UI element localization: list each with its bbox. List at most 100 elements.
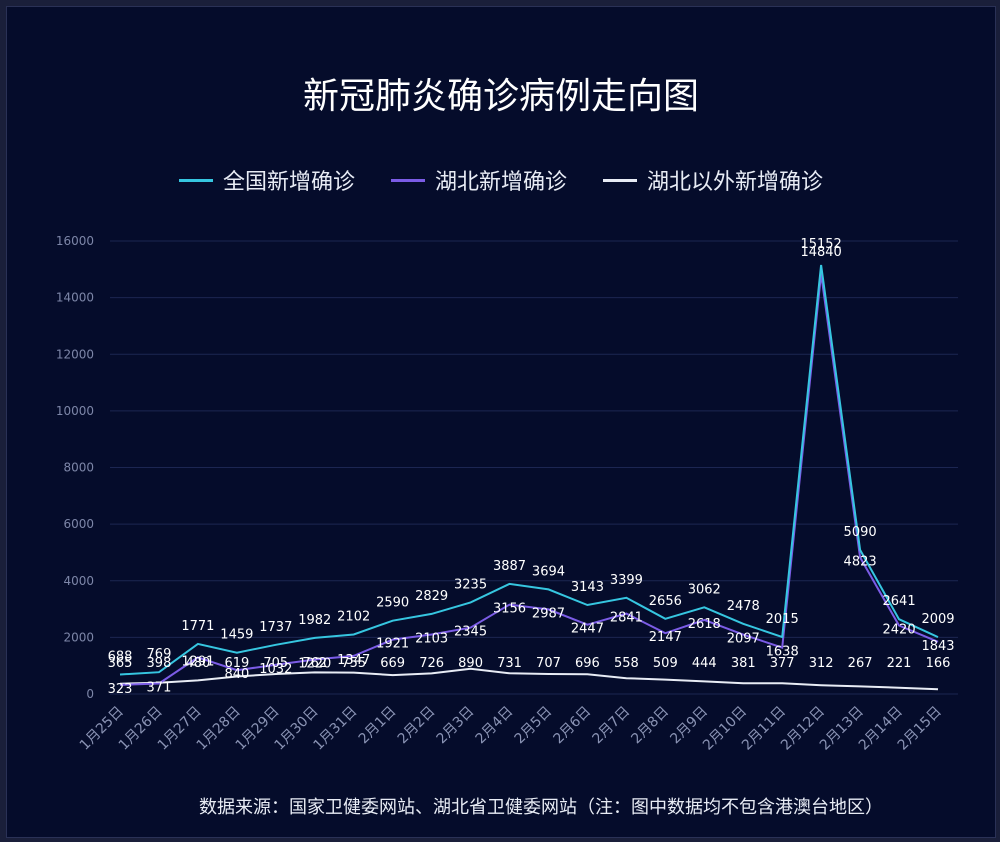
data-label: 3399 [610,573,643,588]
data-label: 1347 [337,653,370,668]
x-tick-label: 2月15日 [895,704,945,754]
data-label: 726 [419,656,444,671]
data-label: 669 [380,656,405,671]
data-label: 558 [614,656,639,671]
x-tick-label: 2月4日 [473,704,517,748]
data-label: 840 [224,667,249,682]
series-line [119,667,939,691]
data-label: 15152 [800,237,841,252]
data-label: 381 [731,656,756,671]
data-label: 2009 [921,612,954,627]
legend-swatch-national [178,178,213,182]
data-label: 444 [692,656,717,671]
data-label: 509 [653,656,678,671]
data-label: 2345 [454,625,487,640]
data-label: 2841 [610,611,643,626]
x-tick-label: 2月2日 [395,704,439,748]
y-tick-label: 12000 [56,347,94,361]
y-tick-label: 4000 [63,574,94,588]
legend-swatch-hubei [390,178,425,182]
data-label: 1291 [181,654,214,669]
data-label: 707 [536,656,561,671]
data-label: 1459 [220,628,253,643]
x-tick-label: 1月31日 [311,704,361,754]
data-label: 267 [848,656,873,671]
data-label: 2147 [649,630,682,645]
x-tick-label: 2月7日 [589,704,633,748]
data-label: 14840 [800,245,841,260]
data-label: 2420 [883,622,916,637]
legend-swatch-outside-hubei [603,178,637,182]
data-label: 377 [770,656,795,671]
data-label: 2656 [649,594,682,609]
data-label: 2478 [727,599,760,614]
y-tick-label: 2000 [63,630,94,644]
y-tick-label: 10000 [56,404,94,418]
data-label: 1982 [298,613,331,628]
data-label: 755 [341,656,366,671]
data-label: 2015 [766,612,799,627]
data-label: 323 [108,682,133,697]
data-label: 3156 [493,602,526,617]
data-label: 705 [263,656,288,671]
y-tick-label: 6000 [63,517,94,531]
data-label: 3143 [571,580,604,595]
data-label: 1921 [376,637,409,652]
data-label: 2590 [376,596,409,611]
data-label: 398 [147,656,172,671]
data-label: 2103 [415,631,448,646]
legend-label-outside-hubei: 湖北以外新增确诊 [647,170,824,195]
data-label: 166 [926,656,951,671]
data-label: 3062 [688,582,721,597]
data-label: 3694 [532,564,565,579]
legend-label-national: 全国新增确诊 [222,170,355,195]
chart-legend: 全国新增确诊 湖北新增确诊 湖北以外新增确诊 [7,164,995,196]
data-label: 2829 [415,589,448,604]
data-label: 619 [224,656,249,671]
data-label: 3235 [454,577,487,592]
data-label: 2987 [532,606,565,621]
x-tick-label: 2月8日 [628,704,672,748]
data-label: 1771 [181,619,214,634]
data-label: 365 [108,656,133,671]
series-line [119,273,939,686]
data-label: 769 [147,647,172,662]
legend-item-national: 全国新增确诊 [178,164,355,196]
data-label: 688 [108,650,133,665]
data-label: 1638 [766,645,799,660]
data-label: 762 [302,656,327,671]
data-label: 4823 [844,554,877,569]
x-tick-label: 2月3日 [434,704,478,748]
data-label: 312 [809,656,834,671]
data-label: 890 [458,656,483,671]
data-label: 221 [887,656,912,671]
data-label: 2641 [883,594,916,609]
x-tick-label: 2月6日 [551,704,595,748]
y-tick-label: 8000 [63,461,94,475]
x-tick-label: 2月5日 [512,704,556,748]
data-label: 371 [147,680,172,695]
data-label: 1032 [259,662,292,677]
data-label: 2618 [688,617,721,632]
data-label: 1843 [921,639,954,654]
source-note: 数据来源：国家卫健委网站、湖北省卫健委网站（注：图中数据均不包含港澳台地区） [199,797,883,818]
data-label: 2097 [727,632,760,647]
legend-label-hubei: 湖北新增确诊 [434,170,567,195]
data-label: 2447 [571,622,604,637]
chart-frame: 新冠肺炎确诊病例走向图 全国新增确诊 湖北新增确诊 湖北以外新增确诊 数据来源：… [6,6,996,838]
data-label: 3887 [493,559,526,574]
data-label: 731 [497,656,522,671]
x-tick-label: 2月1日 [356,704,400,748]
data-label: 2102 [337,609,370,624]
data-label: 1737 [259,620,292,635]
y-tick-label: 14000 [56,291,94,305]
legend-item-hubei: 湖北新增确诊 [390,164,567,196]
chart-title: 新冠肺炎确诊病例走向图 [302,76,699,117]
data-label: 480 [185,656,210,671]
series-line [119,264,939,676]
legend-item-outside-hubei: 湖北以外新增确诊 [603,164,823,196]
y-tick-label: 16000 [56,234,94,248]
data-label: 1220 [298,656,331,671]
y-tick-label: 0 [86,687,94,701]
